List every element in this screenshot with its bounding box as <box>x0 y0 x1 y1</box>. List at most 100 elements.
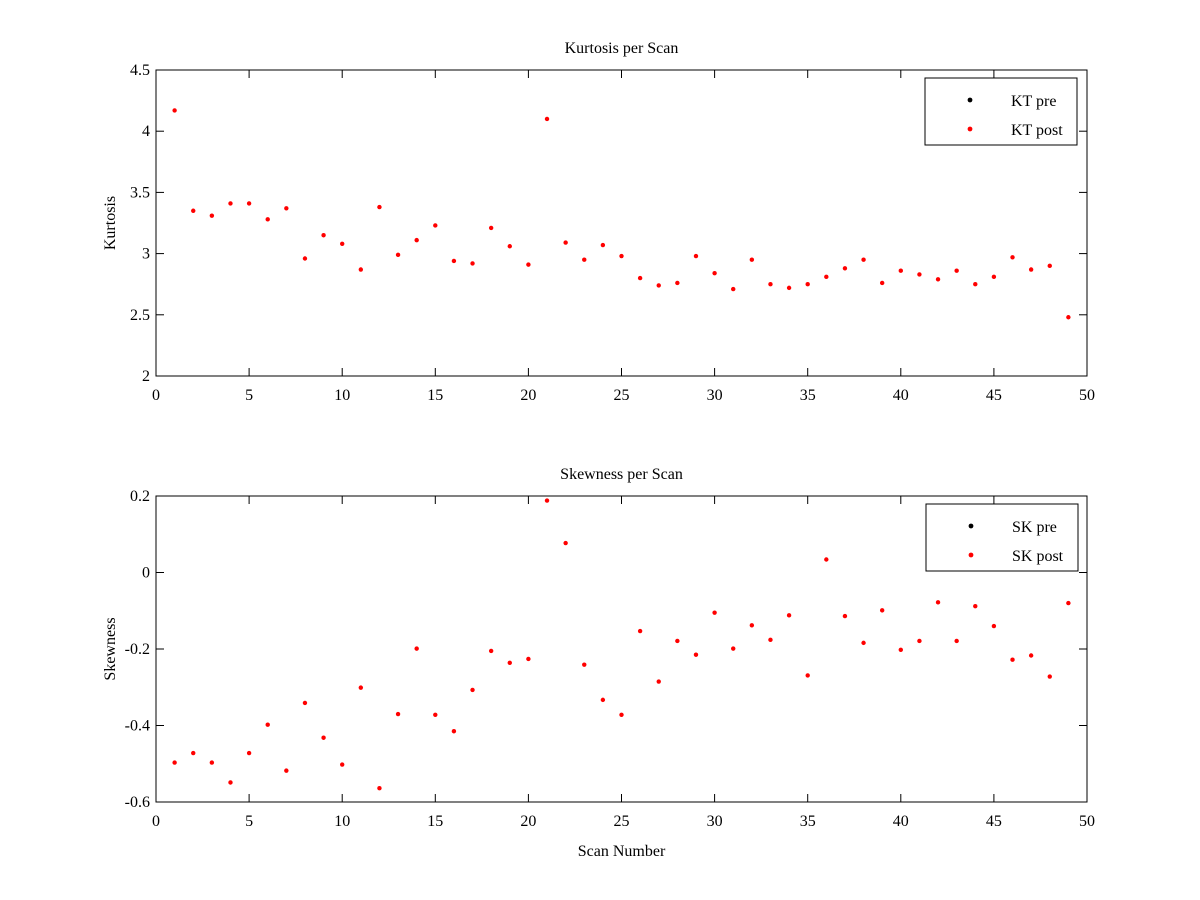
data-point <box>935 600 941 605</box>
data-point <box>377 786 382 791</box>
data-point <box>991 623 997 629</box>
x-tick-label: 20 <box>520 387 536 404</box>
x-tick-label: 0 <box>152 387 160 404</box>
data-point <box>1047 263 1052 269</box>
y-tick-label: 3.5 <box>130 184 150 201</box>
x-tick-label: 40 <box>893 813 909 830</box>
data-point <box>526 262 531 267</box>
data-point <box>693 652 699 657</box>
data-point <box>302 256 308 261</box>
x-tick-label: 40 <box>893 387 909 404</box>
data-point <box>433 223 438 228</box>
x-tick-label: 10 <box>334 387 350 404</box>
data-point <box>786 613 792 618</box>
y-tick-label: 4 <box>142 123 150 140</box>
data-point <box>637 275 643 281</box>
data-point <box>321 735 326 740</box>
data-point <box>544 498 550 503</box>
data-point <box>637 628 643 634</box>
x-tick-label: 50 <box>1079 813 1095 830</box>
y-tick-label: 2 <box>142 368 150 385</box>
data-point <box>284 206 289 211</box>
x-tick-label: 35 <box>800 387 816 404</box>
x-axis-label: Scan Number <box>578 843 666 860</box>
data-point <box>451 729 457 734</box>
legend-marker <box>967 97 973 103</box>
chart-title: Kurtosis per Scan <box>565 40 679 57</box>
data-point <box>656 283 661 288</box>
legend-marker <box>968 552 974 558</box>
data-point <box>749 257 755 262</box>
legend-marker <box>968 523 974 529</box>
y-tick-label: 3 <box>142 246 150 263</box>
x-tick-label: 15 <box>427 813 443 830</box>
data-point <box>265 217 270 222</box>
legend-marker <box>967 126 973 132</box>
x-tick-label: 5 <box>245 813 253 830</box>
y-tick-label: -0.2 <box>125 641 150 658</box>
data-point <box>879 608 885 613</box>
y-tick-label: 0 <box>142 565 150 582</box>
x-tick-label: 45 <box>986 813 1002 830</box>
data-point <box>563 540 568 546</box>
x-tick-label: 25 <box>614 813 630 830</box>
data-point <box>805 673 810 678</box>
x-tick-label: 35 <box>800 813 816 830</box>
data-point <box>861 257 866 262</box>
data-point <box>824 274 829 280</box>
data-point <box>228 780 233 785</box>
data-point <box>619 253 624 259</box>
data-point <box>321 233 326 238</box>
chart-1: 0 5 10 15 20 25 30 35 40 45 50 2 2.5 3 3.5 4 4.5 Kurtosis… <box>102 40 1095 404</box>
y-tick-label: -0.4 <box>125 718 150 735</box>
legend: KT pre KT post <box>924 77 1078 146</box>
data-point <box>712 610 717 615</box>
legend-entry-label: KT post <box>1011 122 1063 139</box>
legend-box <box>925 503 1079 572</box>
data-point <box>470 261 475 266</box>
data-point <box>954 268 959 273</box>
data-point <box>917 272 922 277</box>
data-point <box>340 762 345 767</box>
data-point <box>693 253 699 259</box>
x-tick-label: 30 <box>707 387 723 404</box>
data-point <box>1028 653 1034 658</box>
data-point <box>1066 600 1071 606</box>
data-point <box>861 640 866 646</box>
data-point <box>1047 674 1052 679</box>
data-point <box>433 712 438 717</box>
data-point <box>246 201 252 206</box>
chart-2: 0 5 10 15 20 25 30 35 40 45 50 -0.6 -0.4 -0.2 0 0.2 Skew… <box>102 466 1095 860</box>
data-point <box>358 685 364 690</box>
data-point <box>917 638 922 644</box>
data-point <box>786 285 792 291</box>
data-point <box>395 252 401 258</box>
data-point <box>246 750 252 756</box>
data-point <box>731 646 736 651</box>
data-point <box>675 638 680 644</box>
data-point <box>935 277 941 282</box>
data-point <box>544 116 550 122</box>
data-point <box>488 648 494 654</box>
chart-title: Skewness per Scan <box>560 466 683 483</box>
data-point <box>600 242 606 248</box>
data-point <box>191 750 196 756</box>
x-tick-label: 45 <box>986 387 1002 404</box>
series-2 <box>172 498 1071 791</box>
y-tick-label: 4.5 <box>130 62 150 79</box>
data-point <box>451 258 457 264</box>
data-point <box>526 656 531 662</box>
data-point <box>414 237 419 243</box>
data-point <box>656 679 661 684</box>
data-point <box>898 647 903 652</box>
x-tick-label: 30 <box>707 813 723 830</box>
data-point <box>600 697 606 703</box>
data-point <box>395 711 401 717</box>
data-point <box>358 267 364 272</box>
x-tick-label: 25 <box>614 387 630 404</box>
x-tick-label: 5 <box>245 387 253 404</box>
data-point <box>768 282 773 287</box>
data-point <box>191 208 196 213</box>
x-tick-label: 10 <box>334 813 350 830</box>
